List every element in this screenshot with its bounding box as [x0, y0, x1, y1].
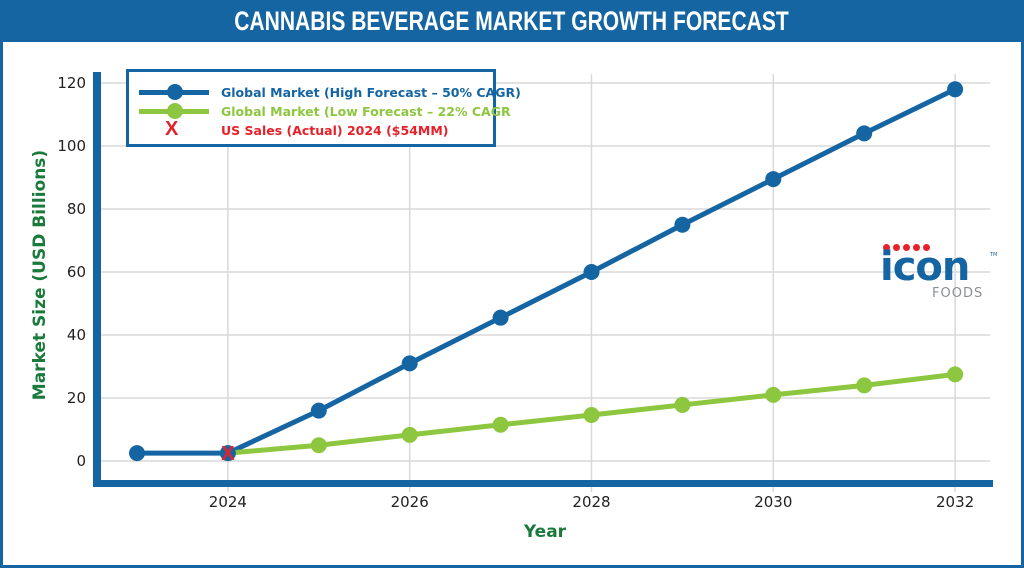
label-layer: 0 20 40 60 80 100 120 2024 2026 2028 2030 2032 [57, 74, 974, 511]
data-point [401, 355, 418, 372]
x-marker-icon: X [165, 118, 179, 140]
legend-swatch-actual: X [139, 118, 209, 140]
x-tick-label: 2032 [936, 493, 974, 511]
data-point [947, 366, 964, 383]
y-tick-label: 40 [67, 326, 86, 344]
data-point [765, 171, 782, 188]
y-tick-label: 100 [57, 137, 86, 155]
data-point [219, 445, 236, 462]
actual-sales-marker: X [221, 443, 235, 465]
y-tick-label: 20 [67, 389, 86, 407]
legend-label-low: Global Market (Low Forecast – 22% CAGR [221, 103, 511, 119]
x-axis-line [93, 480, 993, 487]
legend-swatch-low [139, 102, 209, 120]
axis-layer [93, 72, 993, 487]
data-point [856, 377, 873, 394]
legend-item-high: Global Market (High Forecast – 50% CAGR) [129, 83, 521, 101]
y-tick-label: 60 [67, 263, 86, 281]
logo-dot [923, 244, 930, 251]
data-point [947, 81, 964, 98]
logo-dot [903, 244, 910, 251]
data-point [765, 386, 782, 403]
logo-dot [913, 244, 920, 251]
icon-foods-logo: icon TM FOODS [878, 240, 998, 306]
series-layer [129, 81, 964, 462]
x-tick-label: 2030 [754, 493, 792, 511]
logo-subtitle: FOODS [932, 286, 984, 301]
marker-layer: X [221, 443, 235, 465]
data-point [310, 437, 327, 454]
x-tick-label: 2024 [209, 493, 247, 511]
y-axis-line [93, 72, 101, 487]
y-axis-title: Market Size (USD Billions) [30, 150, 50, 400]
title-bar: CANNABIS BEVERAGE MARKET GROWTH FORECAST [0, 0, 1024, 42]
data-point [674, 396, 691, 413]
legend-swatch-high [139, 83, 209, 101]
legend-item-low: Global Market (Low Forecast – 22% CAGR [129, 102, 511, 120]
data-point [583, 407, 600, 424]
data-point [583, 264, 600, 280]
x-axis-title: Year [523, 522, 567, 542]
logo-dot [893, 244, 900, 251]
logo-dot [883, 244, 890, 251]
logo-trademark: TM [990, 252, 998, 258]
data-point [492, 416, 509, 433]
data-point [856, 125, 873, 142]
data-point [401, 426, 418, 443]
logo-dots [883, 244, 930, 251]
series-line-0 [137, 87, 957, 456]
legend-label-high: Global Market (High Forecast – 50% CAGR) [221, 84, 521, 100]
y-tick-label: 0 [76, 452, 86, 470]
data-point [129, 445, 145, 462]
x-tick-label: 2028 [572, 493, 610, 511]
legend-label-actual: US Sales (Actual) 2024 ($54MM) [221, 122, 449, 138]
legend: Global Market (High Forecast – 50% CAGR)… [126, 69, 521, 147]
data-point [310, 402, 327, 419]
data-point [674, 216, 691, 233]
x-tick-label: 2026 [391, 493, 429, 511]
logo-word: icon [880, 244, 970, 290]
legend-item-actual: X US Sales (Actual) 2024 ($54MM) [129, 118, 449, 140]
chart-title: CANNABIS BEVERAGE MARKET GROWTH FORECAST [234, 5, 790, 36]
data-point [492, 309, 509, 326]
y-tick-label: 80 [67, 200, 86, 218]
y-tick-label: 120 [57, 74, 86, 92]
